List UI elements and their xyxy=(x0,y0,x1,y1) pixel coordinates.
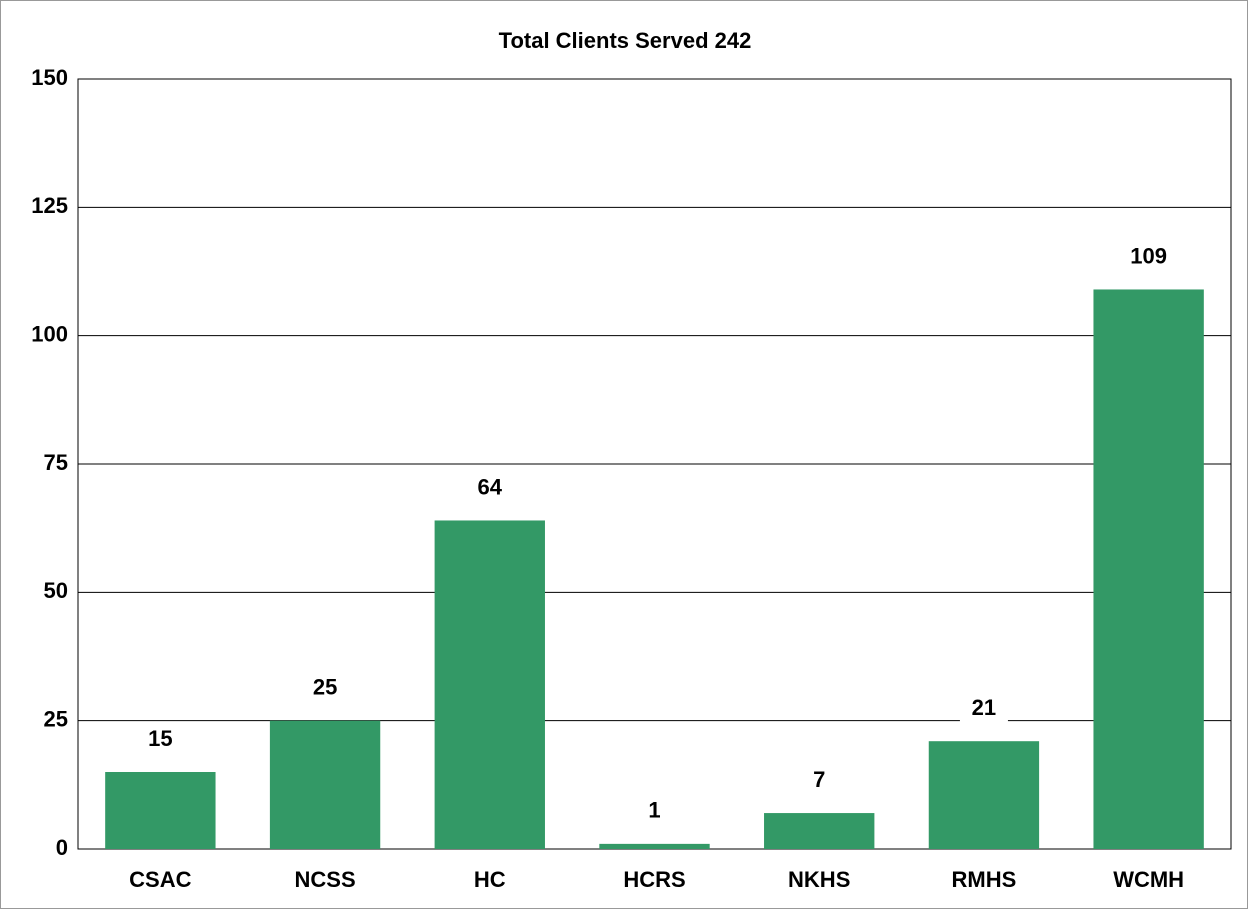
bar xyxy=(928,741,1040,849)
data-label-bg xyxy=(136,726,185,754)
x-tick-label: CSAC xyxy=(129,867,191,892)
data-label: 15 xyxy=(148,726,172,751)
y-tick-label: 50 xyxy=(44,578,68,603)
x-tick-label: HC xyxy=(474,867,506,892)
bar xyxy=(269,720,381,849)
data-label: 1 xyxy=(648,798,660,823)
bar xyxy=(764,813,875,849)
data-label-bg xyxy=(1124,243,1173,272)
y-tick-label: 25 xyxy=(44,706,68,731)
y-tick-label: 75 xyxy=(44,450,68,475)
y-tick-label: 150 xyxy=(31,65,68,90)
data-label: 64 xyxy=(478,474,503,499)
y-tick-label: 0 xyxy=(56,835,68,860)
data-label: 109 xyxy=(1130,243,1167,268)
data-label-bg xyxy=(630,797,679,826)
data-label: 25 xyxy=(313,674,337,699)
chart-title: Total Clients Served 242 xyxy=(499,28,752,53)
data-label-bg xyxy=(301,674,350,703)
data-label-bg xyxy=(795,767,844,796)
y-tick-label: 100 xyxy=(31,321,68,346)
data-label: 7 xyxy=(813,767,825,792)
x-tick-label: NKHS xyxy=(788,867,850,892)
bar xyxy=(434,520,545,849)
data-label-bg xyxy=(465,474,514,503)
bar xyxy=(1093,289,1204,849)
x-tick-label: NCSS xyxy=(295,867,356,892)
y-tick-label: 125 xyxy=(31,193,68,218)
x-tick-label: HCRS xyxy=(623,867,685,892)
bar xyxy=(105,772,216,849)
x-tick-label: WCMH xyxy=(1113,867,1184,892)
data-label-bg xyxy=(959,695,1008,724)
x-tick-label: RMHS xyxy=(952,867,1017,892)
data-label: 21 xyxy=(972,695,996,720)
bar xyxy=(599,843,710,849)
